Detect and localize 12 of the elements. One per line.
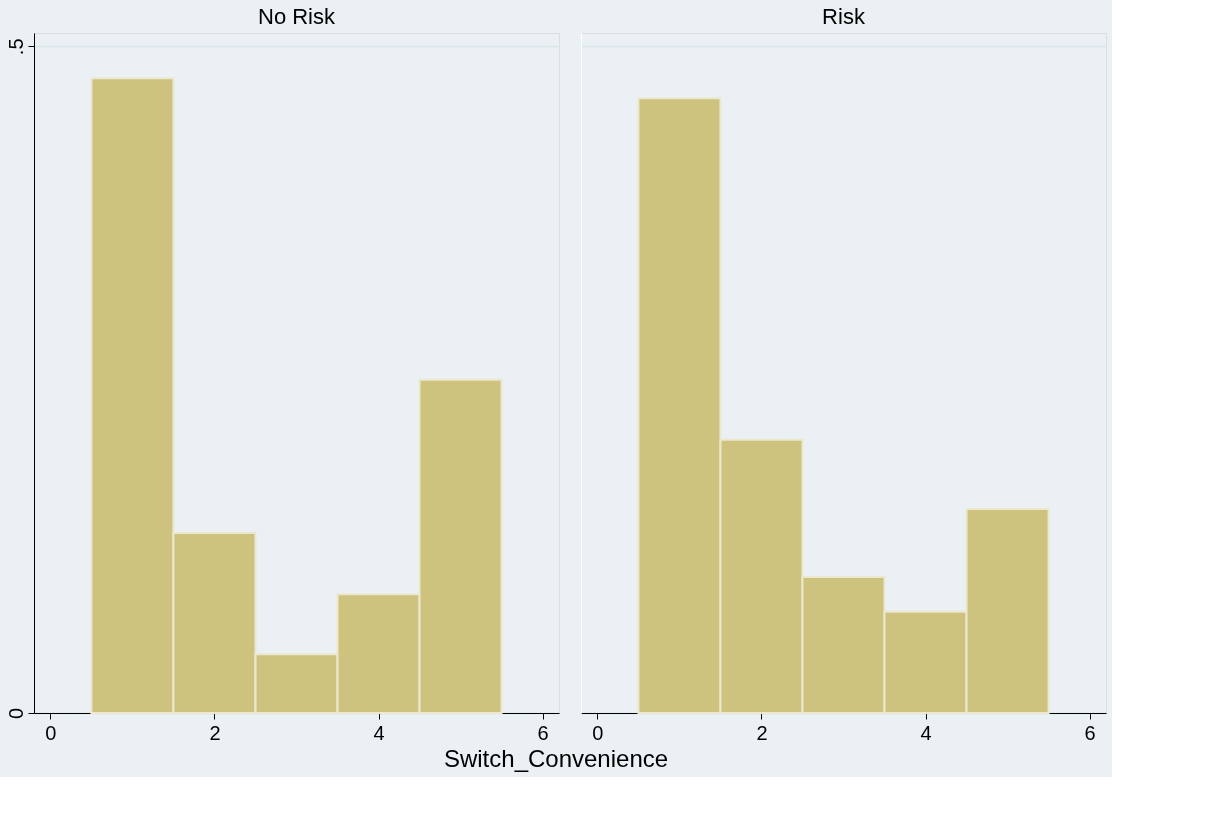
chart-title: Risk xyxy=(822,4,866,29)
x-tick-label: 4 xyxy=(373,721,385,744)
x-tick-label: 4 xyxy=(920,721,932,744)
x-tick-label: 6 xyxy=(537,721,549,744)
x-tick-label: 0 xyxy=(45,721,57,744)
chart-title: No Risk xyxy=(257,4,336,29)
x-tick-label: 0 xyxy=(592,721,604,744)
x-axis-title: Switch_Convenience xyxy=(443,744,669,772)
y-tick-label: .5 xyxy=(4,38,27,56)
x-tick-label: 2 xyxy=(756,721,768,744)
x-tick-label: 6 xyxy=(1084,721,1096,744)
x-tick-label: 2 xyxy=(209,721,221,744)
